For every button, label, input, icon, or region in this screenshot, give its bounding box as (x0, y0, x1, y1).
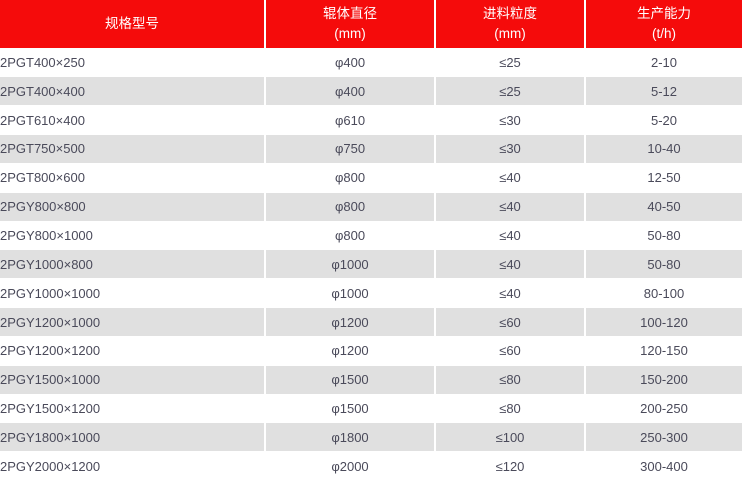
cell-capacity: 5-12 (585, 76, 742, 107)
column-header-capacity-unit: (t/h) (651, 26, 676, 41)
cell-diameter: φ800 (265, 192, 436, 222)
cell-feed-size: ≤60 (435, 307, 586, 337)
cell-model: 2PGT800×600 (0, 163, 266, 193)
column-header-feed-size: 进料粒度 (mm) (435, 0, 586, 48)
cell-feed-size: ≤100 (435, 422, 586, 453)
cell-model: 2PGY1800×1000 (0, 422, 266, 453)
cell-diameter: φ1200 (265, 307, 436, 337)
cell-feed-size: ≤80 (435, 365, 586, 395)
cell-feed-size: ≤40 (435, 192, 586, 222)
cell-feed-size: ≤40 (435, 221, 586, 251)
cell-capacity: 200-250 (585, 394, 742, 424)
cell-model: 2PGY1000×800 (0, 249, 266, 280)
cell-diameter: φ750 (265, 134, 436, 164)
cell-diameter: φ2000 (265, 451, 436, 481)
column-header-feed-size-title: 进料粒度 (483, 5, 537, 21)
cell-capacity: 120-150 (585, 336, 742, 366)
cell-capacity: 80-100 (585, 278, 742, 309)
column-header-capacity: 生产能力 (t/h) (585, 0, 742, 48)
cell-feed-size: ≤30 (435, 134, 586, 164)
cell-diameter: φ400 (265, 76, 436, 107)
table-body: 2PGT400×250 φ400 ≤25 2-10 2PGT400×400 φ400 ≤25… (0, 48, 742, 481)
cell-diameter: φ610 (265, 105, 436, 136)
cell-model: 2PGY1200×1200 (0, 336, 266, 366)
cell-capacity: 100-120 (585, 307, 742, 337)
cell-capacity: 50-80 (585, 221, 742, 251)
table-row: 2PGY800×1000 φ800 ≤40 50-80 (0, 221, 742, 251)
cell-diameter: φ1000 (265, 249, 436, 280)
table-row: 2PGT400×250 φ400 ≤25 2-10 (0, 48, 742, 78)
cell-capacity: 40-50 (585, 192, 742, 222)
cell-feed-size: ≤40 (435, 249, 586, 280)
cell-capacity: 12-50 (585, 163, 742, 193)
column-header-diameter-unit: (mm) (334, 26, 366, 41)
cell-model: 2PGY2000×1200 (0, 451, 266, 481)
cell-model: 2PGT610×400 (0, 105, 266, 136)
cell-feed-size: ≤120 (435, 451, 586, 481)
table-row: 2PGY1000×1000 φ1000 ≤40 80-100 (0, 278, 742, 309)
cell-diameter: φ1000 (265, 278, 436, 309)
cell-diameter: φ1800 (265, 422, 436, 453)
cell-capacity: 10-40 (585, 134, 742, 164)
column-header-model: 规格型号 (0, 0, 266, 48)
cell-model: 2PGY800×800 (0, 192, 266, 222)
column-header-model-title: 规格型号 (105, 15, 159, 31)
cell-model: 2PGY1200×1000 (0, 307, 266, 337)
table-header-row: 规格型号 辊体直径 (mm) 进料粒度 (mm) 生产能力 (t/h) (0, 0, 742, 48)
cell-diameter: φ800 (265, 163, 436, 193)
cell-diameter: φ1500 (265, 365, 436, 395)
table-row: 2PGT750×500 φ750 ≤30 10-40 (0, 134, 742, 164)
cell-capacity: 2-10 (585, 48, 742, 78)
table-row: 2PGY1500×1200 φ1500 ≤80 200-250 (0, 394, 742, 424)
cell-model: 2PGT400×250 (0, 48, 266, 78)
cell-model: 2PGY1500×1200 (0, 394, 266, 424)
cell-feed-size: ≤40 (435, 163, 586, 193)
table-row: 2PGY1000×800 φ1000 ≤40 50-80 (0, 249, 742, 280)
cell-model: 2PGY800×1000 (0, 221, 266, 251)
cell-diameter: φ800 (265, 221, 436, 251)
table-row: 2PGT400×400 φ400 ≤25 5-12 (0, 76, 742, 107)
table-row: 2PGY1800×1000 φ1800 ≤100 250-300 (0, 422, 742, 453)
cell-model: 2PGT400×400 (0, 76, 266, 107)
column-header-diameter-title: 辊体直径 (323, 5, 377, 21)
cell-feed-size: ≤25 (435, 76, 586, 107)
cell-diameter: φ1200 (265, 336, 436, 366)
table-row: 2PGY1200×1000 φ1200 ≤60 100-120 (0, 307, 742, 337)
table-row: 2PGT800×600 φ800 ≤40 12-50 (0, 163, 742, 193)
cell-feed-size: ≤25 (435, 48, 586, 78)
cell-capacity: 300-400 (585, 451, 742, 481)
column-header-capacity-title: 生产能力 (637, 5, 691, 21)
column-header-feed-size-unit: (mm) (494, 26, 526, 41)
cell-feed-size: ≤40 (435, 278, 586, 309)
cell-model: 2PGY1500×1000 (0, 365, 266, 395)
cell-feed-size: ≤80 (435, 394, 586, 424)
column-header-diameter: 辊体直径 (mm) (265, 0, 436, 48)
cell-diameter: φ1500 (265, 394, 436, 424)
table-row: 2PGT610×400 φ610 ≤30 5-20 (0, 105, 742, 136)
cell-capacity: 50-80 (585, 249, 742, 280)
cell-model: 2PGT750×500 (0, 134, 266, 164)
cell-feed-size: ≤60 (435, 336, 586, 366)
table-row: 2PGY2000×1200 φ2000 ≤120 300-400 (0, 451, 742, 481)
cell-capacity: 150-200 (585, 365, 742, 395)
table-row: 2PGY1200×1200 φ1200 ≤60 120-150 (0, 336, 742, 366)
table-row: 2PGY1500×1000 φ1500 ≤80 150-200 (0, 365, 742, 395)
table-row: 2PGY800×800 φ800 ≤40 40-50 (0, 192, 742, 222)
cell-capacity: 250-300 (585, 422, 742, 453)
cell-feed-size: ≤30 (435, 105, 586, 136)
cell-diameter: φ400 (265, 48, 436, 78)
cell-model: 2PGY1000×1000 (0, 278, 266, 309)
table-header: 规格型号 辊体直径 (mm) 进料粒度 (mm) 生产能力 (t/h) (0, 0, 742, 48)
cell-capacity: 5-20 (585, 105, 742, 136)
